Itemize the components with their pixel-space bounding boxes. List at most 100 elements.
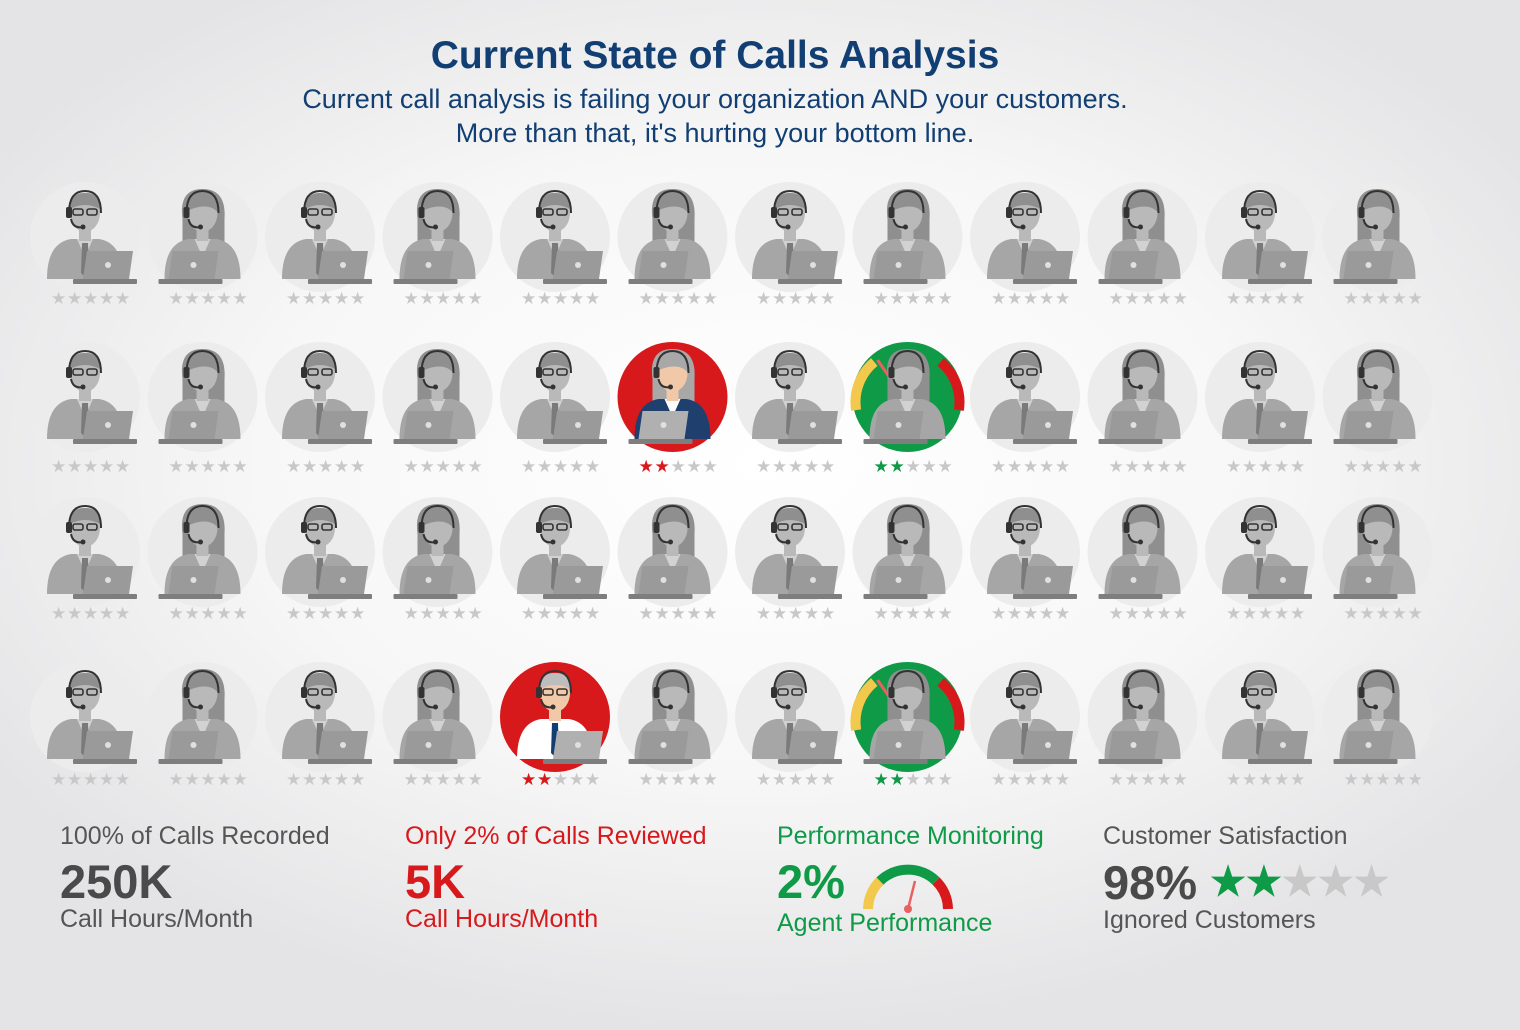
star-empty-icon: ★ <box>874 604 889 624</box>
star-empty-icon: ★ <box>671 604 686 624</box>
star-empty-icon: ★ <box>318 457 333 477</box>
star-empty-icon: ★ <box>99 289 114 309</box>
star-empty-icon: ★ <box>1173 770 1188 790</box>
agent-female-2-8 <box>850 342 965 452</box>
star-empty-icon: ★ <box>1376 770 1391 790</box>
star-empty-icon: ★ <box>1290 770 1305 790</box>
agent-male-3-3 <box>265 497 375 607</box>
agent-male-1-11 <box>1205 182 1315 292</box>
star-empty-icon: ★ <box>334 457 349 477</box>
star-empty-icon: ★ <box>404 289 419 309</box>
star-filled-icon: ★ <box>655 457 670 477</box>
star-empty-icon: ★ <box>938 457 953 477</box>
star-empty-icon: ★ <box>169 604 184 624</box>
star-filled-icon: ★ <box>874 770 889 790</box>
agent-female-1-8 <box>852 182 963 292</box>
star-empty-icon: ★ <box>1023 289 1038 309</box>
star-empty-icon: ★ <box>671 457 686 477</box>
star-empty-icon: ★ <box>756 604 771 624</box>
star-empty-icon: ★ <box>1125 770 1140 790</box>
agent-male-2-9 <box>970 342 1080 452</box>
star-empty-icon: ★ <box>302 457 317 477</box>
star-empty-icon: ★ <box>521 289 536 309</box>
agent-female-4-10 <box>1087 662 1198 772</box>
star-empty-icon: ★ <box>420 457 435 477</box>
star-empty-icon: ★ <box>1408 770 1423 790</box>
star-empty-icon: ★ <box>436 770 451 790</box>
gauge-icon <box>863 864 953 913</box>
agent-male-3-7 <box>735 497 845 607</box>
star-empty-icon: ★ <box>201 604 216 624</box>
star-filled-icon: ★ <box>639 457 654 477</box>
star-empty-icon: ★ <box>185 770 200 790</box>
agent-female-1-6 <box>617 182 728 292</box>
star-empty-icon: ★ <box>1173 289 1188 309</box>
star-empty-icon: ★ <box>1109 289 1124 309</box>
star-empty-icon: ★ <box>1141 289 1156 309</box>
star-empty-icon: ★ <box>772 604 787 624</box>
star-empty-icon: ★ <box>468 604 483 624</box>
agent-male-4-9 <box>970 662 1080 772</box>
star-filled-icon: ★ <box>1210 860 1246 904</box>
star-empty-icon: ★ <box>537 457 552 477</box>
agent-male-4-7 <box>735 662 845 772</box>
star-empty-icon: ★ <box>1242 604 1257 624</box>
metric-value: 5K <box>405 855 466 908</box>
star-empty-icon: ★ <box>585 770 600 790</box>
star-empty-icon: ★ <box>687 604 702 624</box>
star-empty-icon: ★ <box>1281 860 1318 904</box>
agent-male-3-5 <box>500 497 610 607</box>
star-empty-icon: ★ <box>906 604 921 624</box>
metric-label: Customer Satisfaction <box>1103 822 1348 850</box>
star-empty-icon: ★ <box>788 289 803 309</box>
star-empty-icon: ★ <box>1376 289 1391 309</box>
star-empty-icon: ★ <box>553 457 568 477</box>
agent-female-3-4 <box>382 497 493 607</box>
star-empty-icon: ★ <box>1360 604 1375 624</box>
star-empty-icon: ★ <box>1258 289 1273 309</box>
star-empty-icon: ★ <box>906 770 921 790</box>
star-empty-icon: ★ <box>1007 604 1022 624</box>
star-empty-icon: ★ <box>585 457 600 477</box>
star-empty-icon: ★ <box>1055 770 1070 790</box>
star-empty-icon: ★ <box>115 289 130 309</box>
metric-label: Only 2% of Calls Reviewed <box>405 822 707 850</box>
star-empty-icon: ★ <box>201 770 216 790</box>
star-empty-icon: ★ <box>318 289 333 309</box>
star-empty-icon: ★ <box>1376 604 1391 624</box>
star-empty-icon: ★ <box>1007 457 1022 477</box>
agent-male-4-1 <box>30 662 140 772</box>
star-empty-icon: ★ <box>1157 457 1172 477</box>
star-empty-icon: ★ <box>350 604 365 624</box>
star-empty-icon: ★ <box>420 770 435 790</box>
agent-male-1-5 <box>500 182 610 292</box>
star-empty-icon: ★ <box>1344 770 1359 790</box>
star-empty-icon: ★ <box>639 770 654 790</box>
star-empty-icon: ★ <box>1125 457 1140 477</box>
star-empty-icon: ★ <box>820 604 835 624</box>
star-empty-icon: ★ <box>436 457 451 477</box>
star-filled-icon: ★ <box>890 457 905 477</box>
star-empty-icon: ★ <box>286 289 301 309</box>
star-empty-icon: ★ <box>468 289 483 309</box>
star-empty-icon: ★ <box>1242 770 1257 790</box>
star-empty-icon: ★ <box>569 457 584 477</box>
star-empty-icon: ★ <box>655 770 670 790</box>
metric-performance-monitoring: Performance Monitoring 2% Agent Performa… <box>777 822 1044 938</box>
metric-value: 250K <box>60 855 173 908</box>
star-empty-icon: ★ <box>1109 457 1124 477</box>
star-filled-icon: ★ <box>1246 860 1282 904</box>
agent-male-1-7 <box>735 182 845 292</box>
star-empty-icon: ★ <box>468 770 483 790</box>
agent-male-4-11 <box>1205 662 1315 772</box>
star-empty-icon: ★ <box>217 770 232 790</box>
agent-male-1-9 <box>970 182 1080 292</box>
star-empty-icon: ★ <box>99 770 114 790</box>
agent-female-2-4 <box>382 342 493 452</box>
star-empty-icon: ★ <box>436 289 451 309</box>
star-empty-icon: ★ <box>906 289 921 309</box>
star-empty-icon: ★ <box>420 604 435 624</box>
star-empty-icon: ★ <box>1344 289 1359 309</box>
star-empty-icon: ★ <box>115 604 130 624</box>
